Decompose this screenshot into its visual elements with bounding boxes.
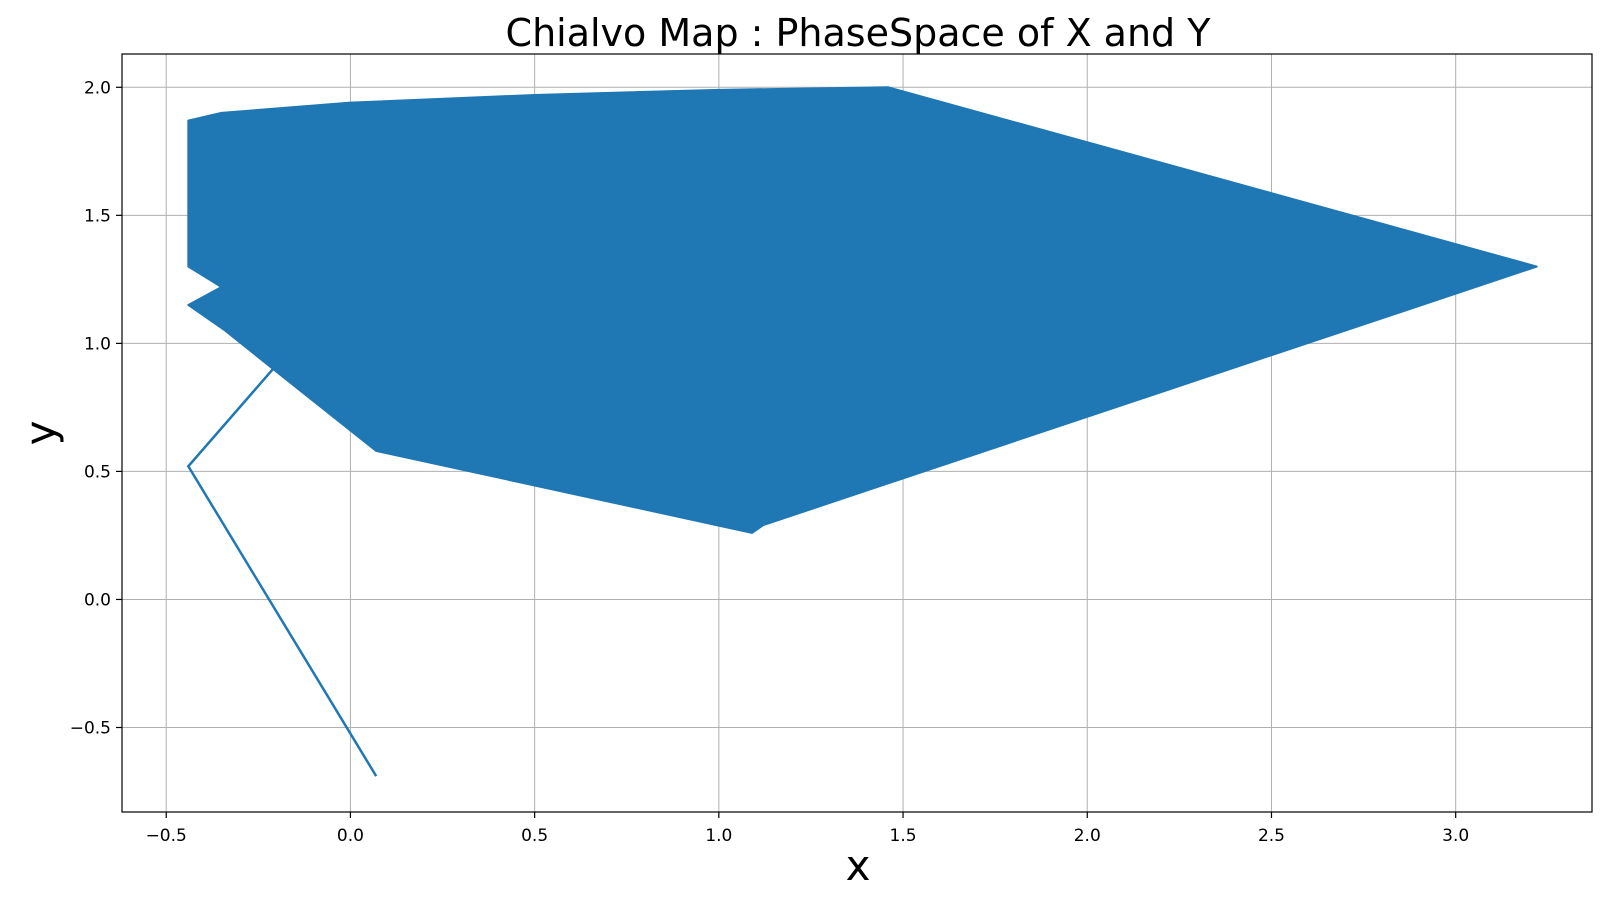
y-axis: −0.5 0.0 0.5 1.0 1.5 2.0 <box>70 78 122 738</box>
x-tick-label: 0.5 <box>521 826 548 846</box>
attractor-region <box>187 86 1538 534</box>
x-tick-label: 1.0 <box>705 826 732 846</box>
y-tick-label: −0.5 <box>70 718 111 738</box>
chart-title: Chialvo Map : PhaseSpace of X and Y <box>506 11 1212 55</box>
x-axis: −0.5 0.0 0.5 1.0 1.5 2.0 2.5 3.0 <box>146 812 1469 846</box>
x-tick-label: 0.0 <box>337 826 364 846</box>
x-tick-label: 2.5 <box>1258 826 1285 846</box>
x-tick-label: 1.5 <box>890 826 917 846</box>
axes-frame <box>121 53 1593 813</box>
x-tick-label: 2.0 <box>1074 826 1101 846</box>
y-tick-label: 2.0 <box>84 78 111 98</box>
y-tick-label: 1.5 <box>84 206 111 226</box>
x-tick-label: 3.0 <box>1442 826 1469 846</box>
y-tick-label: 1.0 <box>84 334 111 354</box>
x-tick-label: −0.5 <box>146 826 187 846</box>
transient-trajectory <box>186 368 378 777</box>
x-axis-label: x <box>846 841 871 890</box>
y-axis-label: y <box>16 421 65 446</box>
y-tick-label: 0.5 <box>84 462 111 482</box>
y-tick-label: 0.0 <box>84 590 111 610</box>
plot-area <box>186 86 1538 777</box>
